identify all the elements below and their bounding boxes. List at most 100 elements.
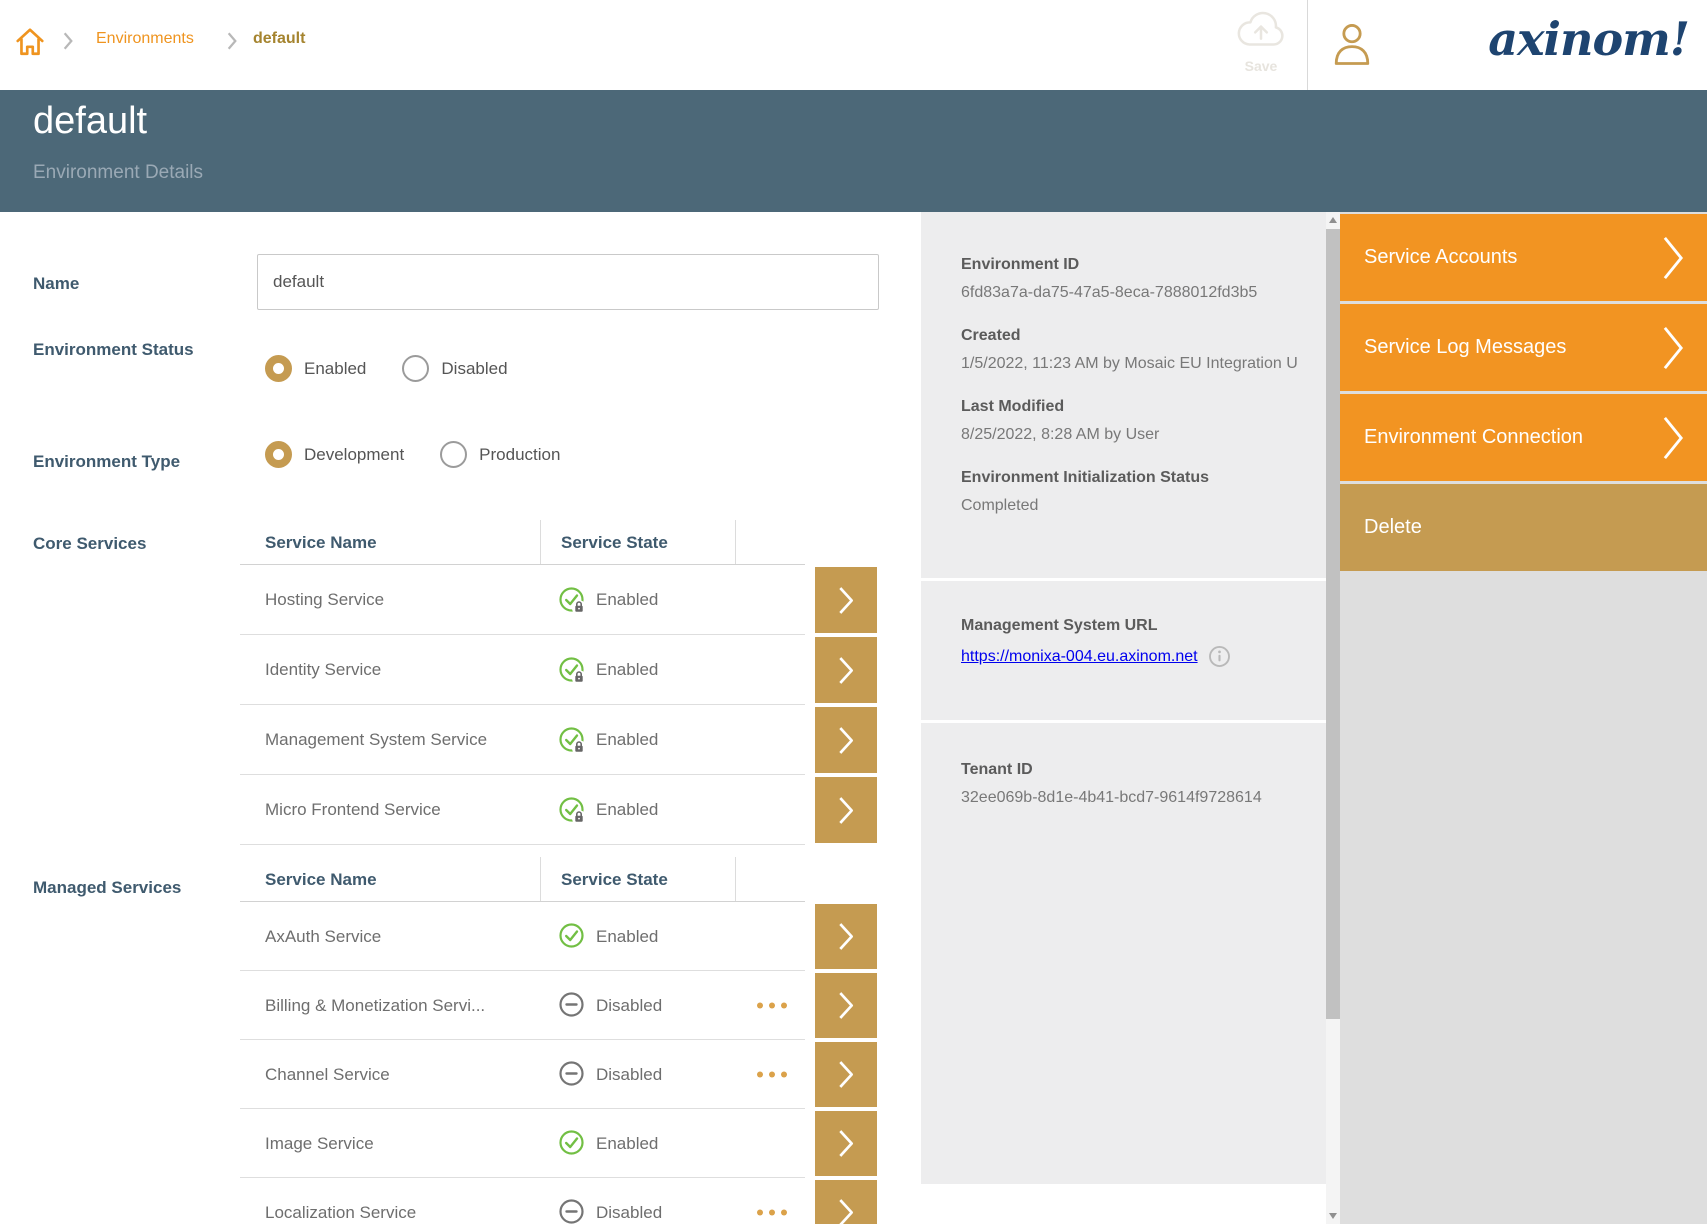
row-open-button-image-service[interactable] bbox=[815, 1111, 877, 1176]
scrollbar-up-arrow[interactable] bbox=[1326, 212, 1340, 228]
disabled-icon bbox=[558, 1198, 587, 1224]
info-field-value-created: 1/5/2022, 11:23 AM by Mosaic EU Integrat… bbox=[961, 355, 1298, 372]
service-state: Disabled bbox=[540, 1198, 735, 1224]
service-name: Hosting Service bbox=[265, 590, 385, 609]
enabled-locked-icon bbox=[558, 796, 587, 825]
radio-circle-development[interactable] bbox=[265, 441, 292, 468]
environment-status-label: Environment Status bbox=[33, 340, 194, 359]
info-field-label-created: Created bbox=[961, 327, 1021, 344]
service-name: Billing & Monetization Servi... bbox=[265, 995, 486, 1015]
service-name: Management System Service bbox=[265, 730, 488, 749]
row-open-button-billing-monetization-servi[interactable] bbox=[815, 973, 877, 1038]
action-button-label: Service Log Messages bbox=[1364, 336, 1567, 358]
radio-type-development[interactable]: Development bbox=[265, 441, 404, 468]
name-input[interactable] bbox=[257, 254, 879, 310]
info-tooltip-icon[interactable] bbox=[1208, 645, 1231, 668]
radio-status-enabled[interactable]: Enabled bbox=[265, 355, 366, 382]
breadcrumb-separator-icon bbox=[62, 31, 74, 51]
service-state-text: Disabled bbox=[596, 1202, 663, 1222]
row-open-button-localization-service[interactable] bbox=[815, 1180, 877, 1224]
row-open-button-channel-service[interactable] bbox=[815, 1042, 877, 1107]
action-button-environment-connection[interactable]: Environment Connection bbox=[1340, 394, 1707, 481]
radio-label-production: Production bbox=[479, 444, 561, 464]
radio-circle-enabled[interactable] bbox=[265, 355, 292, 382]
service-state-text: Enabled bbox=[596, 1133, 659, 1153]
action-button-service-accounts[interactable]: Service Accounts bbox=[1340, 214, 1707, 301]
service-row-billing-monetization-servi: Billing & Monetization Servi... Disabled bbox=[240, 971, 880, 1040]
info-field-label-tenant-id: Tenant ID bbox=[961, 761, 1033, 778]
service-state: Enabled bbox=[540, 796, 735, 825]
action-button-label: Delete bbox=[1364, 516, 1422, 538]
radio-label-development: Development bbox=[304, 444, 405, 464]
info-field-label-last-modified: Last Modified bbox=[961, 398, 1065, 415]
radio-circle-disabled[interactable] bbox=[402, 355, 430, 382]
radio-status-disabled[interactable]: Disabled bbox=[402, 355, 508, 382]
action-button-delete[interactable]: Delete bbox=[1340, 484, 1707, 571]
service-name: AxAuth Service bbox=[265, 926, 382, 946]
service-row-hosting-service: Hosting Service Enabled bbox=[240, 565, 880, 635]
radio-circle-production[interactable] bbox=[440, 441, 468, 468]
management-system-url-link[interactable]: https://monixa-004.eu.axinom.net bbox=[961, 647, 1198, 665]
radio-type-production[interactable]: Production bbox=[440, 441, 560, 468]
core-services-label: Core Services bbox=[33, 534, 147, 553]
info-field-label-environment-initialization-status: Environment Initialization Status bbox=[961, 469, 1210, 486]
info-section: Management System URL https://monixa-004.… bbox=[921, 581, 1326, 720]
page-header: default Environment Details bbox=[0, 90, 1707, 212]
core-services-table: Service Name Service State Hosting Service… bbox=[240, 520, 880, 845]
chevron-right-icon bbox=[1662, 414, 1685, 461]
row-open-button-hosting-service[interactable] bbox=[815, 567, 877, 633]
table-header-row: Service Name Service State bbox=[240, 520, 880, 565]
service-row-axauth-service: AxAuth Service Enabled bbox=[240, 902, 880, 971]
save-button-label: Save bbox=[1244, 58, 1278, 74]
top-bar: Environments default Save axinom! bbox=[0, 0, 1707, 90]
action-button-service-log-messages[interactable]: Service Log Messages bbox=[1340, 304, 1707, 391]
row-menu-dots-button[interactable] bbox=[753, 1060, 793, 1090]
service-row-channel-service: Channel Service Disabled bbox=[240, 1040, 880, 1109]
service-name: Image Service bbox=[265, 1133, 374, 1153]
service-name: Micro Frontend Service bbox=[265, 800, 441, 819]
save-button[interactable]: Save bbox=[1216, 6, 1306, 84]
page-subtitle: Environment Details bbox=[33, 162, 204, 183]
row-open-button-identity-service[interactable] bbox=[815, 637, 877, 703]
managed-services-label: Managed Services bbox=[33, 878, 182, 897]
info-field-label-environment-id: Environment ID bbox=[961, 256, 1080, 273]
row-menu-dots-button[interactable] bbox=[753, 991, 793, 1021]
info-field-value-last-modified: 8/25/2022, 8:28 AM by User bbox=[961, 426, 1160, 443]
service-name: Localization Service bbox=[265, 1202, 417, 1222]
home-icon[interactable] bbox=[14, 26, 46, 58]
scrollbar-down-arrow[interactable] bbox=[1326, 1208, 1340, 1224]
column-header-service-state: Service State bbox=[540, 520, 735, 565]
breadcrumb-current-item: default bbox=[253, 30, 306, 47]
service-name: Channel Service bbox=[265, 1064, 390, 1084]
service-state: Enabled bbox=[540, 726, 735, 755]
service-menu-cell bbox=[735, 1060, 810, 1090]
service-row-identity-service: Identity Service Enabled bbox=[240, 635, 880, 705]
row-open-button-axauth-service[interactable] bbox=[815, 904, 877, 969]
column-header-service-name: Service Name bbox=[265, 869, 377, 889]
row-open-button-micro-frontend-service[interactable] bbox=[815, 777, 877, 843]
info-field-value-environment-initialization-status: Completed bbox=[961, 497, 1039, 514]
enabled-icon bbox=[558, 922, 587, 951]
service-menu-cell bbox=[735, 1198, 810, 1224]
service-state-text: Enabled bbox=[596, 926, 659, 946]
info-field-value-tenant-id: 32ee069b-8d1e-4b41-bcd7-9614f9728614 bbox=[961, 789, 1262, 806]
scrollbar-thumb[interactable] bbox=[1326, 229, 1340, 1019]
service-name: Identity Service bbox=[265, 660, 382, 679]
user-profile-icon[interactable] bbox=[1328, 20, 1376, 70]
info-section: Tenant ID 32ee069b-8d1e-4b41-bcd7-9614f97… bbox=[921, 723, 1326, 1184]
service-row-micro-frontend-service: Micro Frontend Service Enabled bbox=[240, 775, 880, 845]
service-state: Disabled bbox=[540, 1060, 735, 1089]
row-menu-dots-button[interactable] bbox=[753, 1198, 793, 1224]
row-open-button-management-system-service[interactable] bbox=[815, 707, 877, 773]
actions-column: Service Accounts Service Log Messages Envi… bbox=[1340, 212, 1707, 1224]
disabled-icon bbox=[558, 991, 587, 1020]
service-state: Disabled bbox=[540, 991, 735, 1020]
radio-label-enabled: Enabled bbox=[304, 358, 367, 378]
radio-label-disabled: Disabled bbox=[441, 358, 508, 378]
service-state-text: Enabled bbox=[596, 590, 659, 609]
chevron-right-icon bbox=[1662, 324, 1685, 371]
environment-type-label: Environment Type bbox=[33, 452, 181, 471]
breadcrumb-environments-link[interactable]: Environments bbox=[96, 30, 194, 47]
action-button-label: Service Accounts bbox=[1364, 246, 1518, 268]
